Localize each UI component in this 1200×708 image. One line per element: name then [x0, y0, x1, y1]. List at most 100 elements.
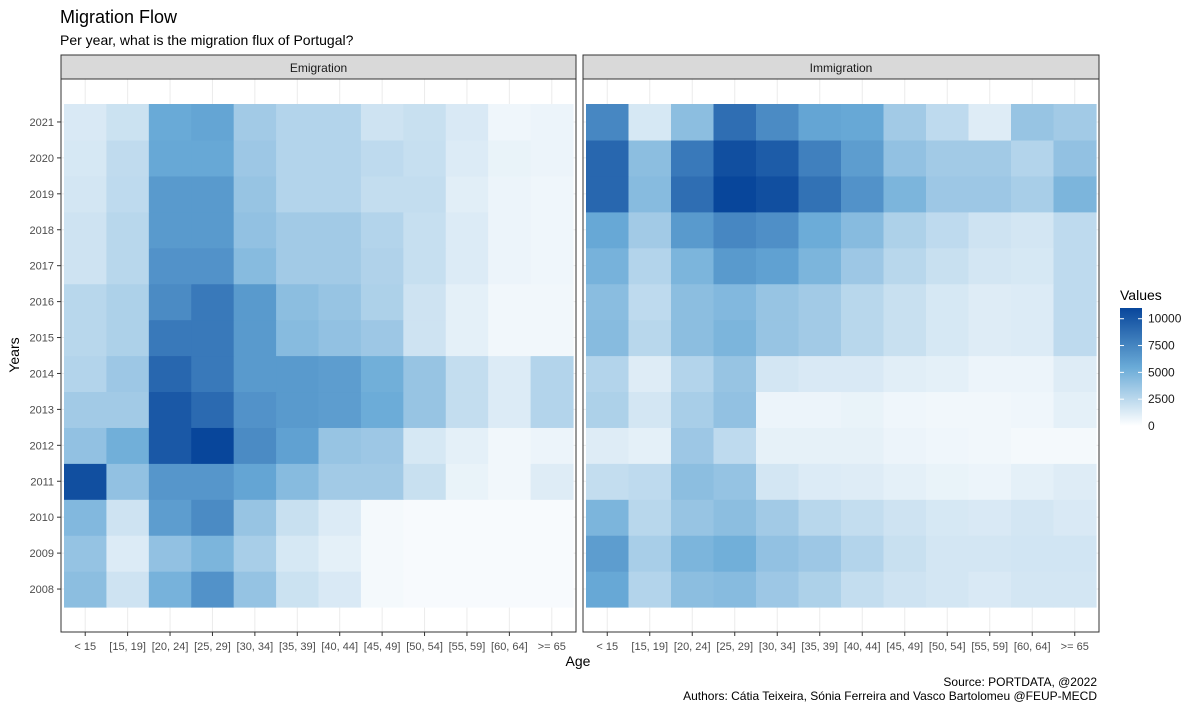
- x-tick-label: >= 65: [1061, 641, 1089, 653]
- heatmap-cell: [488, 463, 532, 500]
- heatmap-cell: [403, 104, 447, 141]
- heatmap-cell: [64, 247, 108, 285]
- heatmap-cell: [318, 283, 362, 321]
- heatmap-cell: [530, 175, 574, 213]
- heatmap-cell: [530, 463, 574, 500]
- heatmap-cell: [403, 283, 447, 321]
- heatmap-cell: [233, 535, 277, 572]
- heatmap-cell: [628, 463, 672, 500]
- heatmap-cell: [191, 104, 235, 141]
- heatmap-cell: [276, 247, 320, 285]
- heatmap-cell: [968, 355, 1012, 393]
- heatmap-cell: [1011, 139, 1055, 177]
- heatmap-cell: [318, 571, 362, 608]
- heatmap-cell: [318, 355, 362, 393]
- heatmap-cell: [1011, 211, 1055, 249]
- y-tick-label: 2020: [30, 153, 54, 165]
- heatmap-cell: [798, 571, 842, 608]
- heatmap-cell: [1053, 175, 1097, 213]
- y-tick-label: 2012: [30, 440, 54, 452]
- heatmap-cell: [403, 391, 447, 428]
- y-tick-label: 2013: [30, 404, 54, 416]
- heatmap-cell: [883, 571, 927, 608]
- heatmap-cell: [488, 175, 532, 213]
- heatmap-cell: [106, 283, 150, 321]
- heatmap-cell: [64, 319, 108, 357]
- heatmap-cell: [64, 211, 108, 249]
- heatmap-cell: [403, 355, 447, 393]
- heatmap-cell: [841, 463, 885, 500]
- y-tick-label: 2019: [30, 189, 54, 201]
- heatmap-cell: [445, 283, 489, 321]
- heatmap-cell: [64, 427, 108, 464]
- heatmap-cell: [530, 247, 574, 285]
- heatmap-cell: [671, 247, 715, 285]
- heatmap-cell: [148, 211, 192, 249]
- heatmap-cell: [926, 571, 970, 608]
- heatmap-cell: [883, 535, 927, 572]
- heatmap-cell: [445, 571, 489, 608]
- heatmap-cell: [883, 175, 927, 213]
- heatmap-cell: [191, 319, 235, 357]
- heatmap-cell: [841, 247, 885, 285]
- heatmap-cell: [841, 355, 885, 393]
- heatmap-cell: [106, 175, 150, 213]
- heatmap-cell: [841, 319, 885, 357]
- authors-caption: Authors: Cátia Teixeira, Sónia Ferreira …: [683, 689, 1097, 703]
- heatmap-cell: [883, 355, 927, 393]
- heatmap-cell: [360, 571, 404, 608]
- heatmap-cell: [713, 571, 757, 608]
- heatmap-cell: [445, 319, 489, 357]
- facet-strip-label: Emigration: [290, 61, 347, 75]
- heatmap-cell: [713, 247, 757, 285]
- heatmap-cell: [671, 571, 715, 608]
- heatmap-cell: [841, 427, 885, 464]
- heatmap-cell: [318, 247, 362, 285]
- heatmap-cell: [233, 104, 277, 141]
- heatmap-cell: [488, 247, 532, 285]
- x-tick-label: [25, 29]: [716, 641, 753, 653]
- heatmap-cell: [628, 104, 672, 141]
- facet-strip: [60, 54, 577, 80]
- heatmap-cell: [530, 319, 574, 357]
- heatmap-cell: [671, 139, 715, 177]
- heatmap-cell: [798, 319, 842, 357]
- heatmap-cell: [488, 211, 532, 249]
- heatmap-cell: [360, 247, 404, 285]
- heatmap-cell: [756, 499, 800, 536]
- heatmap-cell: [191, 139, 235, 177]
- heatmap-cell: [756, 427, 800, 464]
- heatmap-cell: [403, 463, 447, 500]
- y-tick-label: 2016: [30, 297, 54, 309]
- heatmap-cell: [883, 247, 927, 285]
- heatmap-cell: [671, 211, 715, 249]
- heatmap-cell: [841, 139, 885, 177]
- heatmap-cell: [628, 319, 672, 357]
- heatmap-cell: [318, 499, 362, 536]
- heatmap-cell: [968, 571, 1012, 608]
- heatmap-cell: [1011, 283, 1055, 321]
- heatmap-cell: [841, 391, 885, 428]
- heatmap-cell: [841, 499, 885, 536]
- heatmap-cell: [64, 571, 108, 608]
- heatmap-cell: [926, 463, 970, 500]
- panel-border: [582, 78, 1100, 633]
- heatmap-cell: [926, 283, 970, 321]
- heatmap-cell: [276, 211, 320, 249]
- heatmap-cell: [360, 355, 404, 393]
- heatmap-cell: [798, 391, 842, 428]
- heatmap-cell: [445, 391, 489, 428]
- heatmap-cell: [798, 211, 842, 249]
- heatmap-cell: [586, 283, 630, 321]
- heatmap-cell: [756, 139, 800, 177]
- heatmap-cell: [148, 139, 192, 177]
- heatmap-cell: [106, 319, 150, 357]
- heatmap-cell: [233, 427, 277, 464]
- heatmap-cell: [628, 211, 672, 249]
- heatmap-cell: [883, 499, 927, 536]
- heatmap-cell: [530, 211, 574, 249]
- heatmap-cell: [628, 175, 672, 213]
- heatmap-cell: [1011, 571, 1055, 608]
- heatmap-cell: [671, 499, 715, 536]
- heatmap-cell: [1053, 391, 1097, 428]
